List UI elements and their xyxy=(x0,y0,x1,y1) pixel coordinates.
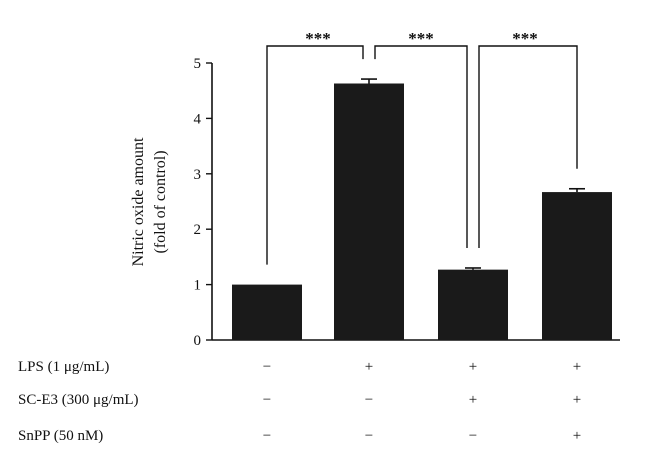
y-axis-title-line-2: (fold of control) xyxy=(152,150,169,253)
bar xyxy=(334,83,404,341)
condition-mark: + xyxy=(469,359,477,375)
significance-label: *** xyxy=(512,29,538,48)
condition-mark: − xyxy=(263,359,271,375)
condition-mark: − xyxy=(263,392,271,408)
y-tick-label: 1 xyxy=(194,278,202,294)
y-tick-label: 5 xyxy=(194,56,202,72)
bar xyxy=(232,284,302,340)
bar xyxy=(542,192,612,340)
condition-mark: + xyxy=(573,392,581,408)
condition-table: LPS (1 μg/mL) − + + + SC-E3 (300 μg/mL) − − + + Sn… xyxy=(18,359,581,444)
condition-mark: + xyxy=(573,428,581,444)
y-tick-label: 4 xyxy=(194,111,202,127)
condition-label: SC-E3 (300 μg/mL) xyxy=(18,392,139,408)
bar xyxy=(438,269,508,340)
y-tick-label: 2 xyxy=(194,222,202,238)
significance-bracket xyxy=(478,45,578,248)
significance-label: *** xyxy=(408,29,434,48)
condition-mark: + xyxy=(573,359,581,375)
significance-bracket xyxy=(374,45,468,248)
y-tick-label: 0 xyxy=(194,333,202,349)
y-axis-title: Nitric oxide amount (fold of control) xyxy=(130,137,169,266)
condition-mark: + xyxy=(469,392,477,408)
y-axis-title-line-1: Nitric oxide amount xyxy=(130,137,147,266)
condition-mark: − xyxy=(469,428,477,444)
significance-bracket xyxy=(266,45,364,265)
condition-label: LPS (1 μg/mL) xyxy=(18,359,109,375)
condition-mark: − xyxy=(365,392,373,408)
condition-mark: − xyxy=(365,428,373,444)
significance-label: *** xyxy=(305,29,331,48)
y-tick-label: 3 xyxy=(194,167,202,183)
bars xyxy=(232,78,612,341)
condition-mark: − xyxy=(263,428,271,444)
condition-mark: + xyxy=(365,359,373,375)
condition-label: SnPP (50 nM) xyxy=(18,428,103,444)
significance-brackets: *** *** *** xyxy=(266,29,578,265)
